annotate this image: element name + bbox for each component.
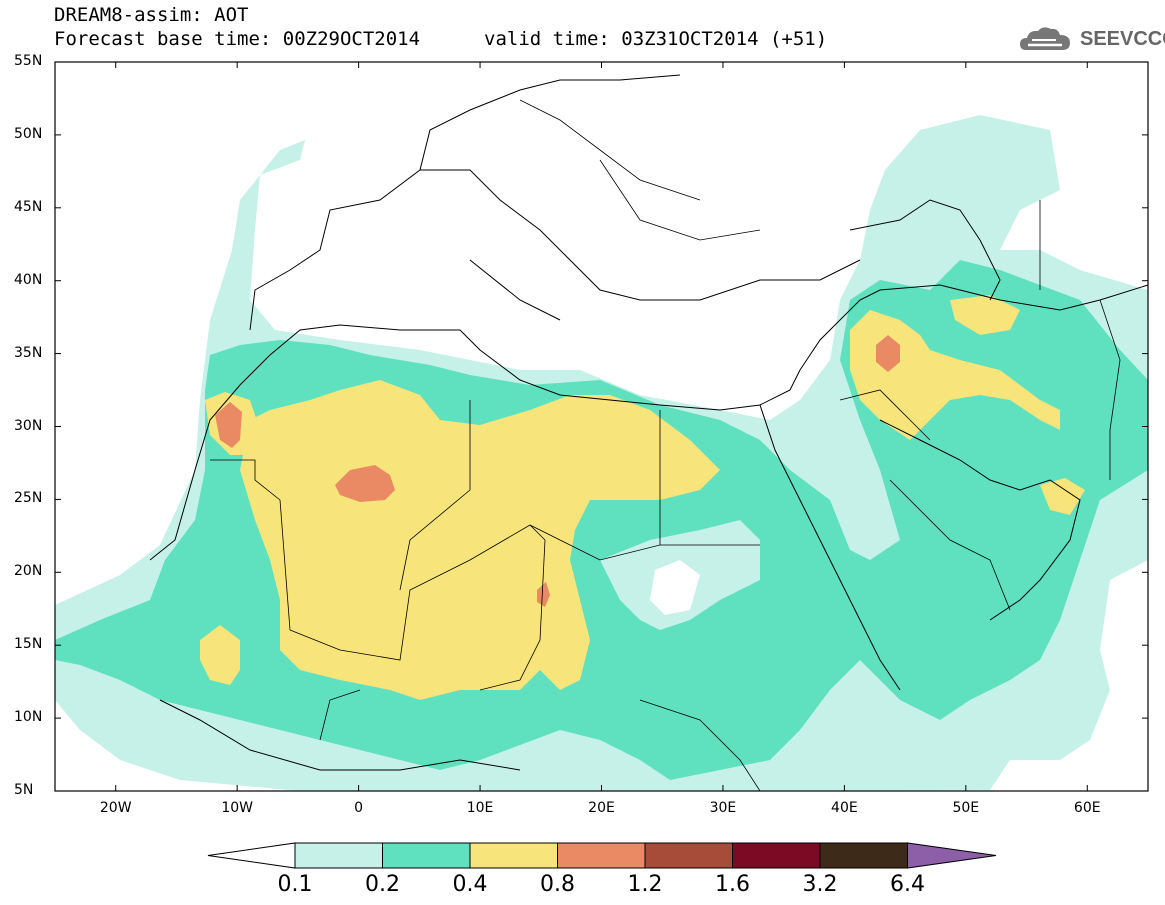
aot-map <box>54 61 1149 792</box>
lat-label: 15N <box>14 636 43 653</box>
aot-band-0.8-1.2-iraq <box>876 335 900 372</box>
lon-label: 20W <box>99 800 132 816</box>
lat-label: 25N <box>14 490 43 507</box>
lat-label: 55N <box>14 53 43 69</box>
colorbar-label: 1.2 <box>627 872 663 897</box>
lat-label: 40N <box>14 271 43 288</box>
lat-label: 10N <box>14 709 43 726</box>
colorbar-label: 0.2 <box>365 872 400 897</box>
logo-text: SEEVCCC <box>1080 28 1165 50</box>
aot-band-0.8-1.2-chad <box>537 582 550 607</box>
lat-label: 35N <box>14 344 43 361</box>
cloud-logo-icon <box>1020 27 1070 50</box>
lat-label: 20N <box>14 563 43 580</box>
lon-label: 0 <box>354 800 364 816</box>
aot-band-0.4-0.8-northiran <box>950 295 1020 335</box>
lon-label: 50E <box>952 800 980 816</box>
lon-label: 10W <box>221 800 253 816</box>
coastlines <box>149 74 1148 771</box>
colorbar-label: 1.6 <box>715 872 750 897</box>
colorbar-label: 6.4 <box>890 872 925 897</box>
colorbar-label: 0.4 <box>452 872 488 897</box>
aot-band-0.4-0.8-east <box>850 310 1060 440</box>
forecast-base-time: Forecast base time: 00Z29OCT2014 <box>54 28 421 50</box>
lat-label: 50N <box>14 125 43 142</box>
colorbar-label: 0.1 <box>277 872 313 897</box>
map-title: DREAM8-assim: AOT <box>54 4 249 26</box>
lat-label: 45N <box>14 198 43 215</box>
colorbar-label: 0.8 <box>540 872 575 897</box>
lon-label: 60E <box>1073 800 1101 816</box>
lon-label: 20E <box>588 800 615 816</box>
axis-ticks <box>55 61 1148 792</box>
aot-band-0.4-0.8 <box>240 380 720 700</box>
country-borders <box>210 99 1121 791</box>
lon-label: 40E <box>831 800 858 816</box>
lon-label: 10E <box>466 800 494 816</box>
lon-label: 30E <box>709 800 737 816</box>
aot-band-0.8-1.2-morocco <box>215 402 242 448</box>
aot-band-0.8-1.2-algeria <box>335 465 395 502</box>
aot-band-0.4-0.8-guinea <box>200 625 240 685</box>
colorbar-label: 3.2 <box>802 872 838 897</box>
aot-clear-area <box>650 560 700 615</box>
valid-time: valid time: 03Z31OCT2014 (+51) <box>484 28 828 50</box>
lat-label: 30N <box>14 417 43 434</box>
lat-label: 5N <box>14 782 34 798</box>
aot-band-0.4-0.8-oman <box>1040 478 1085 515</box>
